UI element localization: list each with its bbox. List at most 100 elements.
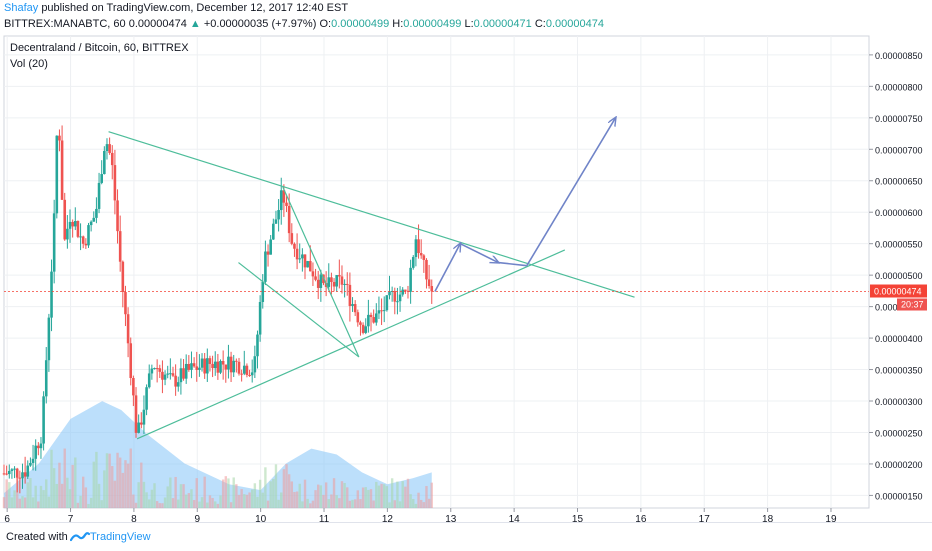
volume-bar [60, 483, 64, 508]
volume-bar [356, 490, 360, 508]
candle-body [232, 360, 236, 373]
candle-body [425, 259, 428, 280]
candle-body [55, 135, 59, 214]
candle-body [26, 465, 30, 477]
time-axis[interactable]: 6 7 8 9 10 11 12 13 14 15 16 17 18 19 [4, 508, 837, 522]
candle-body [89, 221, 93, 226]
candle-body [153, 368, 156, 370]
candle-body [68, 221, 72, 229]
candle-body [203, 358, 206, 374]
candle-body [142, 409, 146, 425]
candle-body [140, 422, 143, 425]
volume-bar [338, 498, 341, 508]
candle-body [377, 310, 381, 314]
candle-body [261, 281, 265, 302]
volume-bar [248, 492, 251, 508]
candle-body [374, 313, 378, 323]
volume-bar [52, 468, 56, 508]
volume-bar [274, 464, 278, 508]
volume-bar [26, 482, 29, 508]
volume-bar [390, 478, 394, 508]
volume-bar [359, 499, 362, 508]
candle-body [353, 304, 357, 313]
volume-bar [324, 482, 328, 508]
candle-body [250, 372, 254, 376]
projection-arrows-layer[interactable] [434, 118, 616, 292]
grid [4, 36, 869, 508]
volume-bar [79, 495, 82, 508]
volume-bar [187, 493, 191, 508]
projection-breakout [526, 118, 616, 267]
candle-body [50, 271, 53, 318]
volume-bar [401, 481, 404, 508]
volume-bar [132, 494, 135, 508]
candle-body [314, 276, 317, 280]
candle-body [105, 144, 109, 152]
candle-body [406, 290, 410, 292]
candle-body [145, 387, 148, 410]
volume-bar [150, 489, 154, 508]
candle-body [319, 274, 323, 288]
volume-bar [375, 481, 378, 508]
volume-bar [166, 486, 169, 508]
price-tick-label: 0.00000800 [875, 82, 923, 92]
chart-title: Decentraland / Bitcoin, 60, BITTREX [10, 42, 189, 54]
volume-bar [319, 485, 323, 508]
volume-bar [71, 464, 74, 508]
time-tick-label: 19 [825, 514, 837, 522]
volume-bar [272, 478, 275, 508]
candle-body [47, 317, 51, 361]
candle-body [13, 468, 16, 470]
candle-body [195, 366, 199, 370]
candle-body [129, 343, 133, 379]
candle-body [266, 251, 270, 255]
trendlines-layer[interactable] [108, 131, 635, 440]
candle-body [414, 239, 418, 258]
time-tick-label: 8 [131, 514, 137, 522]
candle-body [137, 422, 140, 433]
time-tick-label: 15 [572, 514, 584, 522]
volume-bar [29, 478, 32, 508]
candle-body [335, 275, 338, 287]
volume-bar [290, 481, 294, 508]
author-link[interactable]: Shafay [4, 2, 39, 14]
volume-bar [282, 469, 286, 508]
candle-body [345, 283, 349, 285]
volume-bar [253, 483, 257, 508]
candle-body [272, 223, 275, 240]
symbol-label: BITTREX:MANABTC, 60 [4, 18, 126, 30]
candle-body [34, 445, 37, 459]
volume-bar [343, 482, 346, 508]
upper-triangle-line [108, 131, 635, 298]
candle-body [285, 202, 288, 206]
volume-bar [306, 498, 309, 508]
candle-body [364, 326, 368, 333]
candle-body [264, 251, 267, 282]
volume-bar [66, 477, 69, 508]
publish-info: Shafay published on TradingView.com, Dec… [4, 2, 348, 14]
candle-body [200, 358, 204, 368]
candle-body [100, 174, 103, 183]
volume-bar [163, 497, 167, 508]
low-value: 0.00000471 [473, 18, 532, 30]
candle-body [121, 261, 125, 293]
candle-body [398, 294, 402, 302]
volume-bar [134, 502, 138, 508]
tradingview-brand-link[interactable]: TradingView [90, 531, 151, 543]
candle-body [359, 322, 362, 325]
volume-bar [311, 500, 315, 508]
candle-body [427, 279, 431, 287]
candle-body [10, 469, 14, 471]
price-axis[interactable]: 0.00000150 0.00000200 0.00000250 0.00000300… [4, 51, 927, 502]
candle-body [87, 225, 90, 246]
volume-bar [87, 503, 90, 508]
volume-bar [346, 487, 349, 508]
price-chart[interactable]: 0.00000150 0.00000200 0.00000250 0.00000300… [0, 34, 932, 522]
price-tick-label: 0.00000250 [875, 428, 923, 438]
published-text: published on TradingView.com, December 1… [41, 2, 349, 14]
volume-bar [95, 451, 98, 508]
candle-body [411, 257, 415, 268]
candle-body [306, 261, 309, 268]
candle-body [66, 228, 69, 240]
candle-body [404, 289, 407, 291]
